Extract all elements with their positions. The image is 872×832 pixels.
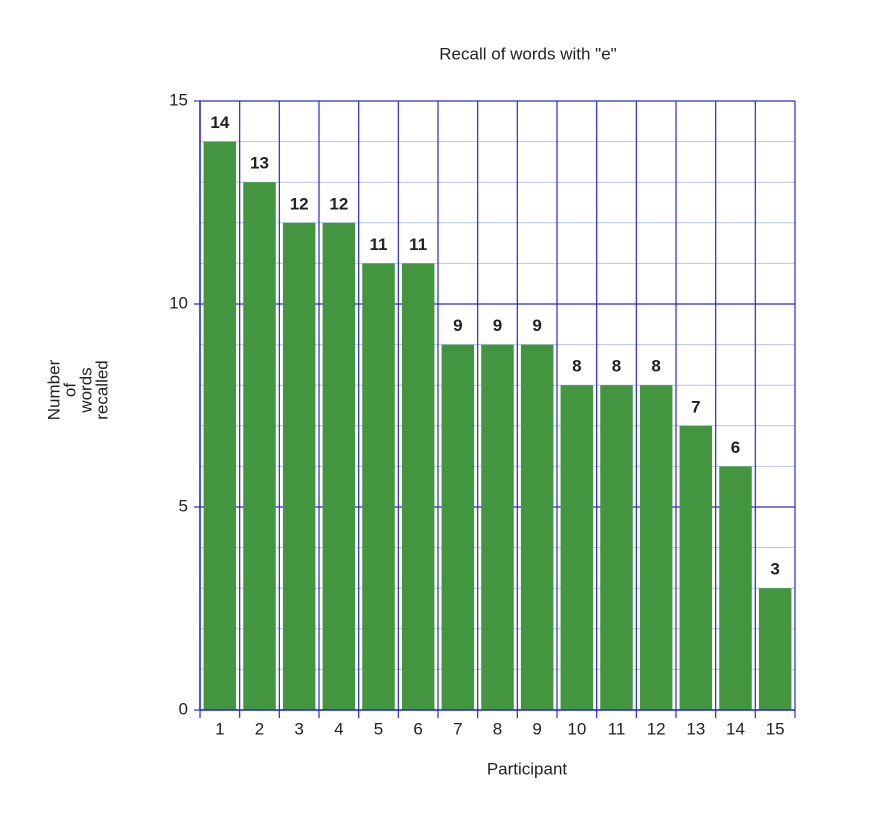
x-tick-label: 14 bbox=[726, 719, 745, 738]
value-label: 11 bbox=[370, 235, 388, 254]
bar bbox=[600, 385, 633, 710]
x-tick-label: 1 bbox=[215, 719, 224, 738]
chart-title: Recall of words with "e" bbox=[439, 44, 616, 63]
x-axis-label: Participant bbox=[487, 759, 568, 778]
value-label: 7 bbox=[691, 397, 700, 416]
x-tick-label: 2 bbox=[255, 719, 264, 738]
x-tick-label: 10 bbox=[567, 719, 586, 738]
y-tick-label: 10 bbox=[169, 293, 188, 312]
x-tick-label: 15 bbox=[766, 719, 785, 738]
value-label: 12 bbox=[329, 194, 348, 213]
bar bbox=[203, 141, 237, 711]
value-label: 6 bbox=[731, 438, 740, 457]
x-tick-label: 5 bbox=[374, 719, 383, 738]
bar bbox=[679, 425, 713, 710]
bar bbox=[362, 263, 395, 710]
bar bbox=[282, 222, 316, 711]
y-axis-label: words bbox=[76, 367, 95, 413]
value-label: 8 bbox=[612, 357, 621, 376]
y-axis-label: Number bbox=[44, 359, 63, 420]
y-tick-label: 15 bbox=[169, 90, 188, 109]
y-axis-label: of bbox=[60, 383, 79, 397]
x-tick-label: 4 bbox=[334, 719, 343, 738]
bar bbox=[322, 222, 356, 711]
bar bbox=[639, 385, 673, 710]
y-axis-label: recalled bbox=[92, 360, 111, 420]
x-tick-label: 8 bbox=[493, 719, 502, 738]
value-label: 13 bbox=[250, 154, 269, 173]
x-tick-label: 7 bbox=[453, 719, 462, 738]
value-label: 14 bbox=[210, 113, 229, 132]
bar bbox=[719, 466, 752, 710]
bar bbox=[758, 588, 792, 710]
bar bbox=[441, 344, 475, 710]
x-tick-label: 3 bbox=[294, 719, 303, 738]
value-label: 9 bbox=[532, 316, 541, 335]
x-tick-label: 11 bbox=[608, 719, 626, 738]
bar bbox=[520, 344, 554, 710]
bar bbox=[560, 385, 594, 710]
bar bbox=[481, 344, 514, 710]
bar bbox=[243, 182, 276, 710]
value-label: 9 bbox=[493, 316, 502, 335]
y-tick-label: 0 bbox=[179, 699, 188, 718]
value-label: 8 bbox=[651, 357, 660, 376]
x-tick-label: 12 bbox=[647, 719, 666, 738]
x-tick-label: 9 bbox=[532, 719, 541, 738]
bar bbox=[401, 263, 435, 710]
x-tick-label: 13 bbox=[686, 719, 705, 738]
value-label: 11 bbox=[409, 235, 427, 254]
value-label: 12 bbox=[290, 194, 309, 213]
y-tick-label: 5 bbox=[179, 496, 188, 515]
value-label: 9 bbox=[453, 316, 462, 335]
value-label: 8 bbox=[572, 357, 581, 376]
value-label: 3 bbox=[770, 560, 779, 579]
x-tick-label: 6 bbox=[413, 719, 422, 738]
